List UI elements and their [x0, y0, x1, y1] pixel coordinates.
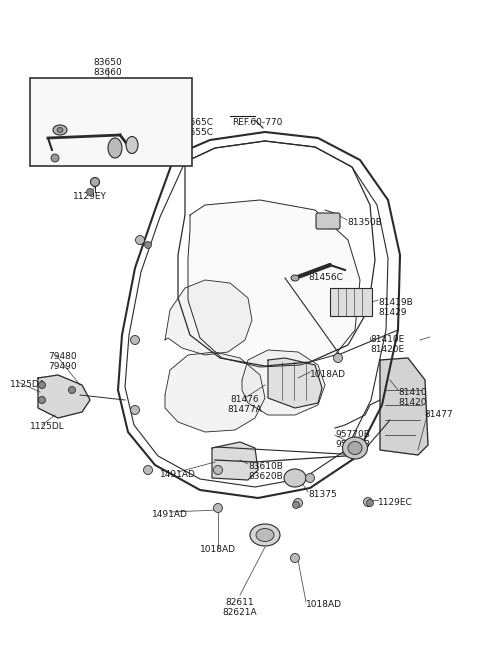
Text: 1129EY: 1129EY: [73, 192, 107, 201]
Text: 81350B: 81350B: [347, 218, 382, 227]
Text: 81375: 81375: [308, 490, 337, 499]
Ellipse shape: [108, 138, 122, 158]
Polygon shape: [165, 280, 252, 355]
Text: 81476
81477A: 81476 81477A: [228, 395, 263, 415]
Text: 83650
83660: 83650 83660: [94, 58, 122, 77]
Circle shape: [131, 405, 140, 415]
Circle shape: [214, 466, 223, 474]
Text: 1491AD: 1491AD: [152, 510, 188, 519]
Circle shape: [38, 381, 46, 388]
Text: 1018AD: 1018AD: [200, 545, 236, 554]
Text: 81477: 81477: [424, 410, 453, 419]
Polygon shape: [268, 358, 322, 408]
Circle shape: [292, 502, 300, 508]
Text: 1018AD: 1018AD: [306, 600, 342, 609]
Text: 1491AD: 1491AD: [160, 470, 196, 479]
Ellipse shape: [348, 441, 362, 455]
Ellipse shape: [126, 136, 138, 153]
Circle shape: [305, 474, 314, 483]
Ellipse shape: [57, 128, 63, 132]
Text: 1125DA: 1125DA: [10, 380, 46, 389]
Circle shape: [367, 500, 373, 506]
Bar: [330, 288, 372, 316]
Ellipse shape: [343, 437, 368, 459]
Polygon shape: [165, 352, 265, 432]
Circle shape: [38, 396, 46, 403]
Circle shape: [363, 498, 372, 506]
Circle shape: [91, 178, 99, 187]
Text: 95770B
95780B: 95770B 95780B: [335, 430, 370, 449]
Circle shape: [144, 466, 153, 474]
Ellipse shape: [250, 524, 280, 546]
Text: 81410E
81420E: 81410E 81420E: [370, 335, 404, 354]
Text: REF.60-770: REF.60-770: [232, 118, 282, 127]
Polygon shape: [380, 358, 428, 455]
Ellipse shape: [256, 529, 274, 542]
Circle shape: [86, 189, 94, 195]
Text: 1125DL: 1125DL: [30, 422, 65, 431]
Circle shape: [144, 242, 152, 248]
FancyBboxPatch shape: [316, 213, 340, 229]
Circle shape: [131, 335, 140, 345]
Ellipse shape: [53, 125, 67, 135]
Polygon shape: [242, 350, 325, 415]
Text: 82611
82621A: 82611 82621A: [223, 598, 257, 618]
Circle shape: [69, 386, 75, 394]
Circle shape: [290, 553, 300, 563]
Polygon shape: [38, 375, 90, 418]
Bar: [30, 78, 192, 166]
Polygon shape: [188, 200, 360, 367]
Text: 83610B
83620B: 83610B 83620B: [248, 462, 283, 481]
Text: 1129EC: 1129EC: [378, 498, 413, 507]
Text: 83665C
83655C: 83665C 83655C: [178, 118, 213, 138]
Circle shape: [51, 154, 59, 162]
Ellipse shape: [284, 469, 306, 487]
Circle shape: [334, 354, 343, 362]
Circle shape: [293, 498, 302, 508]
Text: 81410
81420: 81410 81420: [398, 388, 427, 407]
Circle shape: [214, 504, 223, 512]
Polygon shape: [212, 442, 258, 480]
Text: 81419B
81429: 81419B 81429: [378, 298, 413, 318]
Ellipse shape: [291, 275, 299, 281]
Text: 1018AD: 1018AD: [310, 370, 346, 379]
Circle shape: [135, 236, 144, 244]
Text: 81456C: 81456C: [308, 273, 343, 282]
Text: 79480
79490: 79480 79490: [48, 352, 77, 371]
